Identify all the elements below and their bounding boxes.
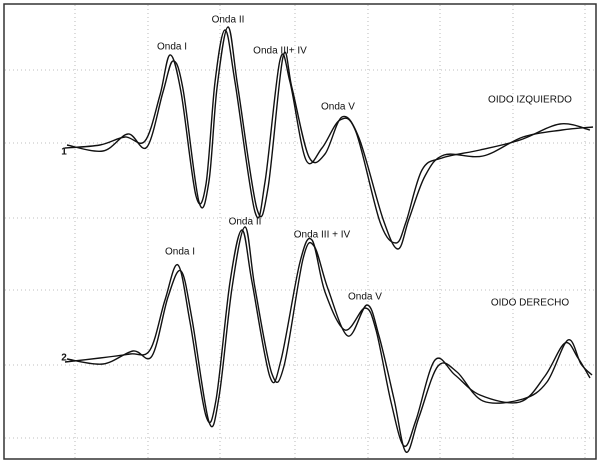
peak-label: Onda V [321,102,355,113]
trace-label: OIDO DERECHO [491,298,570,309]
trace-marker: 1 [61,147,67,158]
trace-marker: 2 [61,353,67,364]
peak-label: Onda III + IV [294,230,351,241]
peak-label: Onda II [229,217,262,228]
waveform [64,29,591,244]
waveform [64,229,591,448]
trace-label: OIDO IZQUIERDO [488,95,572,106]
peak-label: Onda V [348,292,382,303]
peak-label: Onda II [212,15,245,26]
peak-label: Onda I [165,247,195,258]
peak-label: Onda I [157,42,187,53]
waveform [66,26,594,250]
frame [3,3,597,460]
waveform [66,226,593,453]
peak-label: Onda III+ IV [253,46,307,57]
waveforms [64,26,594,453]
